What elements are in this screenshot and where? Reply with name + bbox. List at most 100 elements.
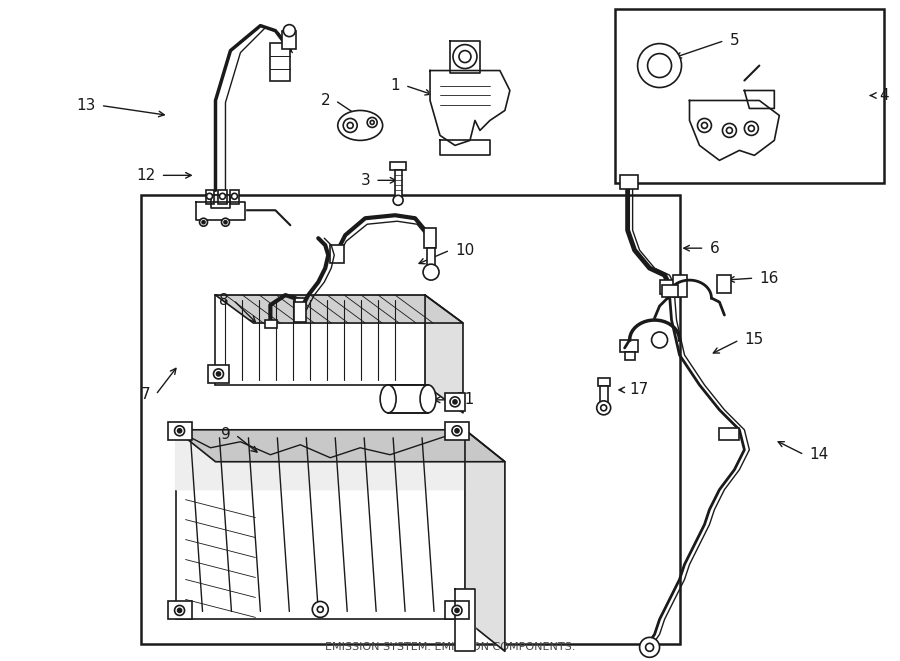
Bar	[599, 386, 608, 406]
Circle shape	[452, 605, 462, 615]
Circle shape	[370, 120, 374, 124]
Bar	[619, 340, 637, 352]
Bar	[388, 385, 428, 413]
Bar	[427, 248, 435, 270]
Bar	[208, 365, 230, 383]
Circle shape	[452, 426, 462, 436]
Circle shape	[312, 602, 328, 617]
Bar	[295, 298, 305, 312]
Bar	[140, 195, 680, 644]
Circle shape	[200, 218, 208, 226]
Bar	[294, 302, 306, 322]
Bar	[230, 190, 239, 204]
Text: 4: 4	[879, 88, 888, 103]
Bar	[619, 175, 637, 189]
Bar	[167, 422, 192, 440]
Circle shape	[640, 637, 660, 657]
Text: 14: 14	[809, 447, 829, 462]
Bar	[445, 422, 469, 440]
Text: 10: 10	[455, 243, 474, 258]
Circle shape	[423, 264, 439, 280]
Polygon shape	[195, 202, 246, 220]
Circle shape	[206, 193, 212, 199]
Circle shape	[597, 401, 611, 415]
Circle shape	[177, 608, 182, 612]
Circle shape	[318, 606, 323, 612]
Circle shape	[459, 51, 471, 63]
Bar	[662, 285, 678, 297]
Circle shape	[453, 44, 477, 69]
Text: 1: 1	[391, 78, 401, 93]
Circle shape	[213, 369, 223, 379]
Polygon shape	[689, 100, 779, 161]
Bar	[330, 245, 344, 263]
Text: 3: 3	[360, 173, 370, 188]
Circle shape	[726, 128, 733, 134]
Circle shape	[367, 118, 377, 128]
Text: 11: 11	[455, 393, 474, 407]
Bar	[660, 280, 680, 294]
Polygon shape	[176, 430, 505, 462]
Circle shape	[177, 429, 182, 433]
Bar	[424, 228, 436, 248]
Polygon shape	[211, 195, 230, 208]
Circle shape	[648, 54, 671, 77]
Bar	[717, 275, 732, 293]
Circle shape	[393, 195, 403, 206]
Text: 2: 2	[320, 93, 330, 108]
Text: 13: 13	[76, 98, 95, 113]
Circle shape	[220, 193, 226, 199]
Bar	[270, 42, 291, 81]
Text: 8: 8	[219, 293, 229, 307]
Bar	[598, 378, 609, 386]
Polygon shape	[176, 430, 465, 490]
Circle shape	[221, 218, 230, 226]
Polygon shape	[744, 91, 774, 108]
Bar	[205, 190, 214, 204]
Circle shape	[284, 24, 295, 36]
Polygon shape	[430, 71, 510, 145]
Circle shape	[455, 608, 459, 612]
Bar	[219, 190, 228, 204]
Bar	[266, 320, 277, 328]
Text: 9: 9	[220, 427, 230, 442]
Bar	[445, 393, 465, 411]
Circle shape	[224, 221, 227, 223]
Circle shape	[453, 400, 457, 404]
Text: 15: 15	[744, 332, 763, 348]
Circle shape	[450, 397, 460, 407]
Polygon shape	[440, 140, 490, 155]
Text: 12: 12	[137, 168, 156, 183]
Circle shape	[600, 405, 607, 411]
Circle shape	[347, 122, 353, 128]
Bar	[672, 275, 687, 297]
Bar	[167, 602, 192, 619]
Circle shape	[217, 372, 220, 376]
Circle shape	[175, 605, 184, 615]
Bar	[625, 352, 634, 360]
Polygon shape	[455, 590, 475, 651]
Bar	[445, 602, 469, 619]
Circle shape	[175, 426, 184, 436]
Polygon shape	[465, 430, 505, 651]
Bar	[615, 9, 884, 183]
Circle shape	[652, 332, 668, 348]
Polygon shape	[425, 295, 463, 413]
Circle shape	[455, 429, 459, 433]
Text: 7: 7	[141, 387, 150, 403]
Circle shape	[744, 122, 759, 136]
Circle shape	[202, 221, 205, 223]
Circle shape	[231, 193, 238, 199]
Ellipse shape	[420, 385, 436, 413]
Text: 6: 6	[709, 241, 719, 256]
Bar	[719, 428, 740, 440]
Polygon shape	[450, 40, 480, 73]
Bar	[395, 171, 402, 198]
Circle shape	[645, 643, 653, 651]
Circle shape	[637, 44, 681, 87]
Text: 5: 5	[729, 33, 739, 48]
Bar	[215, 295, 425, 385]
Ellipse shape	[380, 385, 396, 413]
Circle shape	[749, 126, 754, 132]
Bar	[176, 430, 465, 619]
